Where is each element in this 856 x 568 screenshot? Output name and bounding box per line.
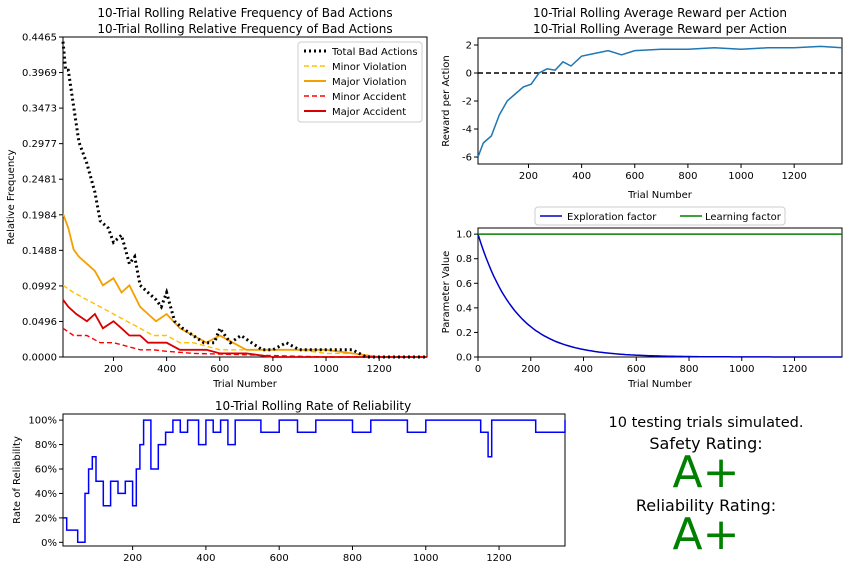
reward-x-tick-label: 600 [625, 171, 644, 182]
legend-label-minor-violation: Minor Violation [332, 62, 407, 73]
parameters-x-tick-label: 200 [521, 364, 540, 375]
reward-y-label: Reward per Action [441, 55, 452, 147]
bad-actions-y-tick-label: 0.1984 [22, 210, 57, 221]
bad-actions-legend: Total Bad Actions Minor Violation Major … [297, 41, 423, 123]
reward-y-tick-label: 2 [466, 41, 472, 52]
bad-actions-y-tick-label: 0.0496 [22, 317, 57, 328]
bad-actions-y-tick-label: 0.3473 [22, 104, 57, 115]
parameters-x-tick-label: 1200 [782, 364, 807, 375]
parameters-chart: Exploration factor Learning factor 0 200 4… [441, 206, 843, 390]
reward-x-tick-label: 1000 [728, 171, 753, 182]
parameters-y-tick-label: 0.2 [456, 328, 472, 339]
safety-rating-grade: A+ [672, 447, 740, 498]
bad-actions-y-tick-label: 0.0000 [22, 353, 57, 364]
reward-x-tick-label: 800 [678, 171, 697, 182]
reward-y-tick-label: 0 [466, 69, 472, 80]
bad-actions-y-label: Relative Frequency [6, 149, 17, 244]
reliability-y-tick-label: 0% [41, 538, 57, 549]
legend-label-major-violation: Major Violation [332, 77, 407, 88]
reward-x-tick-label: 200 [519, 171, 538, 182]
legend-box [297, 41, 423, 123]
bad-actions-x-tick-label: 200 [104, 364, 123, 375]
series-total-bad-actions [61, 41, 427, 359]
series-major-accident [62, 299, 427, 358]
reliability-plot-area [62, 413, 566, 547]
reliability-y-tick-label: 80% [35, 440, 57, 451]
reward-x-tick-label: 1200 [781, 171, 806, 182]
reliability-y-tick-label: 20% [35, 513, 57, 524]
parameters-x-tick-label: 1000 [729, 364, 754, 375]
parameters-legend: Exploration factor Learning factor [534, 206, 786, 226]
parameters-y-tick-label: 0.6 [456, 279, 472, 290]
series-reliability-rate [63, 419, 566, 544]
bad-actions-chart: 10-Trial Rolling Relative Frequency of B… [6, 6, 428, 390]
reliability-x-tick-label: 1000 [413, 553, 438, 564]
legend-label-exploration: Exploration factor [567, 212, 657, 223]
reward-y-tick-label: -2 [462, 97, 472, 108]
legend-label-minor-accident: Minor Accident [332, 92, 406, 103]
reward-y-tick-label: -4 [462, 125, 472, 136]
bad-actions-y-tick-label: 0.2481 [22, 175, 57, 186]
parameters-y-tick-label: 1.0 [456, 230, 472, 241]
parameters-x-tick-label: 400 [574, 364, 593, 375]
safety-rating-label: Safety Rating: [649, 434, 763, 453]
parameters-legend-box [534, 206, 786, 226]
legend-label-total-bad: Total Bad Actions [331, 47, 418, 58]
reward-x-tick-label: 400 [572, 171, 591, 182]
bad-actions-plot-area [62, 36, 428, 358]
reliability-chart: 10-Trial Rolling Rate of Reliability 200… [12, 399, 566, 564]
legend-label-learning: Learning factor [705, 212, 782, 223]
bad-actions-x-label: Trial Number [212, 379, 278, 390]
series-major-violation [62, 213, 427, 358]
reliability-y-label: Rate of Reliability [12, 436, 23, 524]
parameters-y-label: Parameter Value [441, 251, 452, 334]
reward-y-tick-label: -6 [462, 153, 472, 164]
reliability-y-tick-label: 100% [28, 416, 57, 427]
parameters-x-label: Trial Number [627, 379, 693, 390]
series-average-reward [477, 45, 843, 158]
bad-actions-y-tick-label: 0.2977 [22, 139, 57, 150]
series-exploration-factor [477, 233, 842, 358]
bad-actions-x-tick-label: 1200 [366, 364, 391, 375]
parameters-plot-area [477, 227, 843, 358]
bad-actions-title-ghost: 10-Trial Rolling Relative Frequency of B… [97, 6, 392, 20]
parameters-x-tick-label: 0 [475, 364, 481, 375]
parameters-x-tick-label: 600 [627, 364, 646, 375]
parameters-y-tick-label: 0.0 [456, 353, 472, 364]
legend-label-major-accident: Major Accident [332, 107, 406, 118]
bad-actions-y-tick-label: 0.4465 [22, 33, 57, 44]
reliability-x-tick-label: 400 [196, 553, 215, 564]
reliability-x-tick-label: 1200 [486, 553, 511, 564]
reward-title-ghost: 10-Trial Rolling Average Reward per Acti… [533, 6, 787, 20]
reliability-x-tick-label: 600 [270, 553, 289, 564]
series-minor-violation [62, 284, 427, 358]
reliability-title: 10-Trial Rolling Rate of Reliability [215, 399, 411, 413]
reliability-x-tick-label: 200 [123, 553, 142, 564]
reliability-rating-grade: A+ [672, 509, 740, 560]
bad-actions-x-tick-label: 800 [263, 364, 282, 375]
bad-actions-x-tick-label: 1000 [313, 364, 338, 375]
reliability-rating-label: Reliability Rating: [635, 496, 777, 515]
trials-summary: 10 testing trials simulated. [608, 415, 804, 431]
reliability-y-tick-label: 40% [35, 489, 57, 500]
parameters-y-tick-label: 0.8 [456, 254, 472, 265]
reliability-x-tick-label: 800 [343, 553, 362, 564]
bad-actions-y-tick-label: 0.3969 [22, 68, 57, 79]
parameters-y-tick-label: 0.4 [456, 303, 472, 314]
bad-actions-y-tick-label: 0.1488 [22, 246, 57, 257]
ratings-panel: 10 testing trials simulated. Safety Rati… [586, 412, 826, 560]
reward-x-label: Trial Number [627, 190, 693, 201]
parameters-x-tick-label: 800 [679, 364, 698, 375]
reward-chart: 10-Trial Rolling Average Reward per Acti… [441, 6, 843, 201]
bad-actions-x-tick-label: 400 [157, 364, 176, 375]
reliability-y-tick-label: 60% [35, 465, 57, 476]
bad-actions-y-tick-label: 0.0992 [22, 281, 57, 292]
bad-actions-x-tick-label: 600 [210, 364, 229, 375]
reward-title: 10-Trial Rolling Average Reward per Acti… [533, 22, 787, 36]
bad-actions-title: 10-Trial Rolling Relative Frequency of B… [97, 22, 392, 36]
reward-plot-area [477, 37, 843, 165]
